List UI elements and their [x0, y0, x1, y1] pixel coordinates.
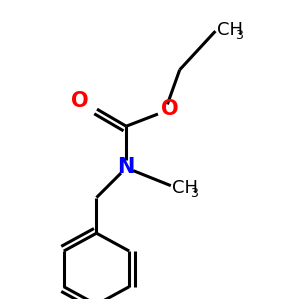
Text: CH: CH [217, 21, 243, 39]
Text: O: O [160, 99, 178, 119]
Text: 3: 3 [235, 29, 243, 42]
Text: 3: 3 [190, 187, 198, 200]
Text: O: O [71, 91, 89, 111]
Text: CH: CH [172, 179, 198, 197]
Text: N: N [118, 157, 135, 177]
